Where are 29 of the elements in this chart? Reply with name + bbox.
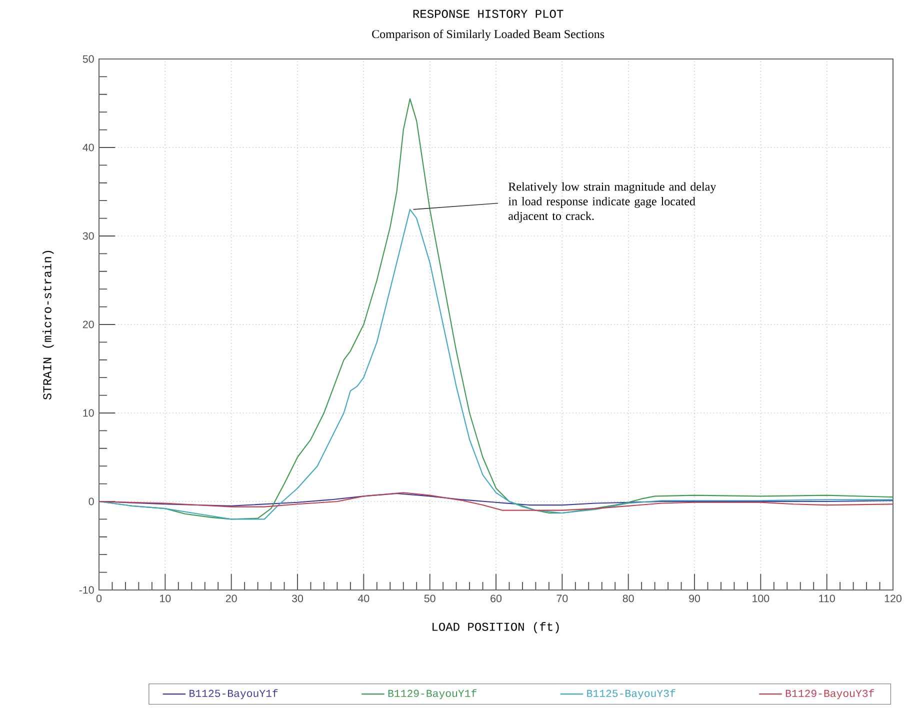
- x-axis-title: LOAD POSITION (ft): [432, 622, 559, 634]
- x-tick-label: 80: [622, 594, 634, 602]
- y-tick-label: 30: [82, 232, 94, 240]
- legend-label: B1129-BayouY1f: [388, 689, 476, 700]
- x-tick-label: 120: [884, 594, 902, 602]
- x-tick-label: 10: [160, 594, 171, 602]
- chart-subtitle: Comparison of Similarly Loaded Beam Sections: [372, 30, 604, 41]
- x-tick-label: 60: [490, 594, 502, 602]
- x-tick-label: 100: [752, 594, 770, 602]
- y-tick-label: 20: [82, 320, 94, 328]
- x-tick-label: 20: [226, 594, 237, 602]
- y-tick-label: 0: [88, 498, 94, 506]
- x-tick-label: 110: [819, 594, 835, 602]
- x-tick-label: 50: [424, 594, 436, 602]
- x-tick-label: 70: [556, 594, 568, 602]
- annotation: Relatively low strain magnitude and delay in load response indicate gage located adjacent to crack.: [508, 182, 716, 222]
- legend-label: B1125-BayouY1f: [190, 689, 278, 700]
- y-tick-label: -10: [79, 586, 94, 594]
- y-tick-label: 40: [82, 144, 94, 152]
- chart-title: RESPONSE HISTORY PLOT: [413, 10, 564, 18]
- y-axis-title: STRAIN (micro-strain): [42, 250, 54, 400]
- x-tick-label: 40: [358, 594, 370, 602]
- y-tick-label: 10: [83, 409, 94, 417]
- x-tick-label: 0: [96, 594, 102, 602]
- x-tick-label: 90: [689, 594, 700, 602]
- legend-label: B1129-BayouY3f: [786, 689, 874, 700]
- y-tick-label: 50: [82, 55, 94, 63]
- x-tick-label: 30: [292, 594, 304, 602]
- legend-label: B1125-BayouY3f: [587, 689, 676, 700]
